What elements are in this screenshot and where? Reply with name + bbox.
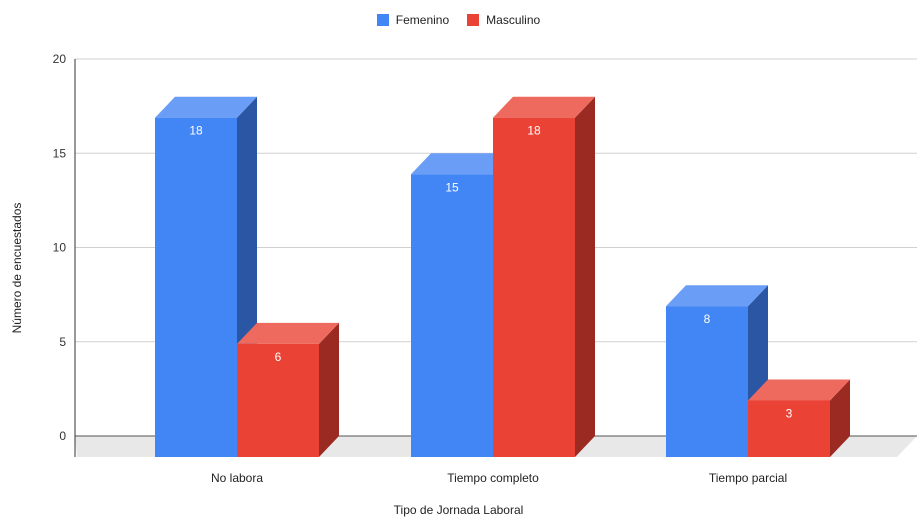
legend-item-femenino[interactable]: Femenino — [376, 13, 450, 27]
x-tick-label: Tiempo parcial — [709, 471, 787, 485]
bar-masculino-1-side — [575, 96, 595, 457]
bar-femenino-0[interactable] — [155, 117, 237, 457]
bar-femenino-0-top — [155, 96, 257, 118]
bar-masculino-0[interactable] — [237, 343, 319, 457]
x-tick-label: Tiempo completo — [447, 471, 539, 485]
data-label: 15 — [445, 180, 459, 194]
bar-femenino-2[interactable] — [666, 306, 748, 457]
legend-item-masculino[interactable]: Masculino — [467, 13, 540, 27]
bar-masculino-1[interactable] — [493, 117, 575, 457]
y-tick-label: 0 — [59, 429, 66, 443]
legend-label-femenino: Femenino — [395, 13, 450, 27]
bar-masculino-0-top — [237, 322, 339, 344]
bar-masculino-2[interactable] — [748, 400, 830, 457]
bar-femenino-2-top — [666, 285, 768, 307]
bar-femenino-1[interactable] — [411, 174, 493, 457]
x-tick-label: No labora — [211, 471, 263, 485]
y-tick-label: 5 — [59, 335, 66, 349]
data-label: 18 — [527, 124, 541, 138]
legend-label-masculino: Masculino — [486, 13, 541, 27]
bar-masculino-0-side — [319, 322, 339, 457]
chart-legend: Femenino Masculino — [0, 13, 917, 27]
y-tick-label: 20 — [53, 52, 67, 66]
y-tick-label: 10 — [53, 241, 67, 255]
bar-masculino-2-top — [748, 379, 850, 401]
y-tick-label: 15 — [53, 146, 67, 160]
x-axis-title: Tipo de Jornada Laboral — [393, 503, 524, 517]
bar-masculino-1-top — [493, 96, 595, 118]
data-label: 18 — [189, 124, 203, 138]
bar-masculino-2-side — [830, 379, 850, 457]
legend-swatch-masculino — [467, 14, 480, 26]
legend-swatch-femenino — [376, 14, 389, 26]
data-label: 8 — [704, 312, 711, 326]
data-label: 6 — [275, 350, 282, 364]
bar-femenino-1-top — [411, 153, 513, 175]
data-label: 3 — [786, 406, 793, 420]
